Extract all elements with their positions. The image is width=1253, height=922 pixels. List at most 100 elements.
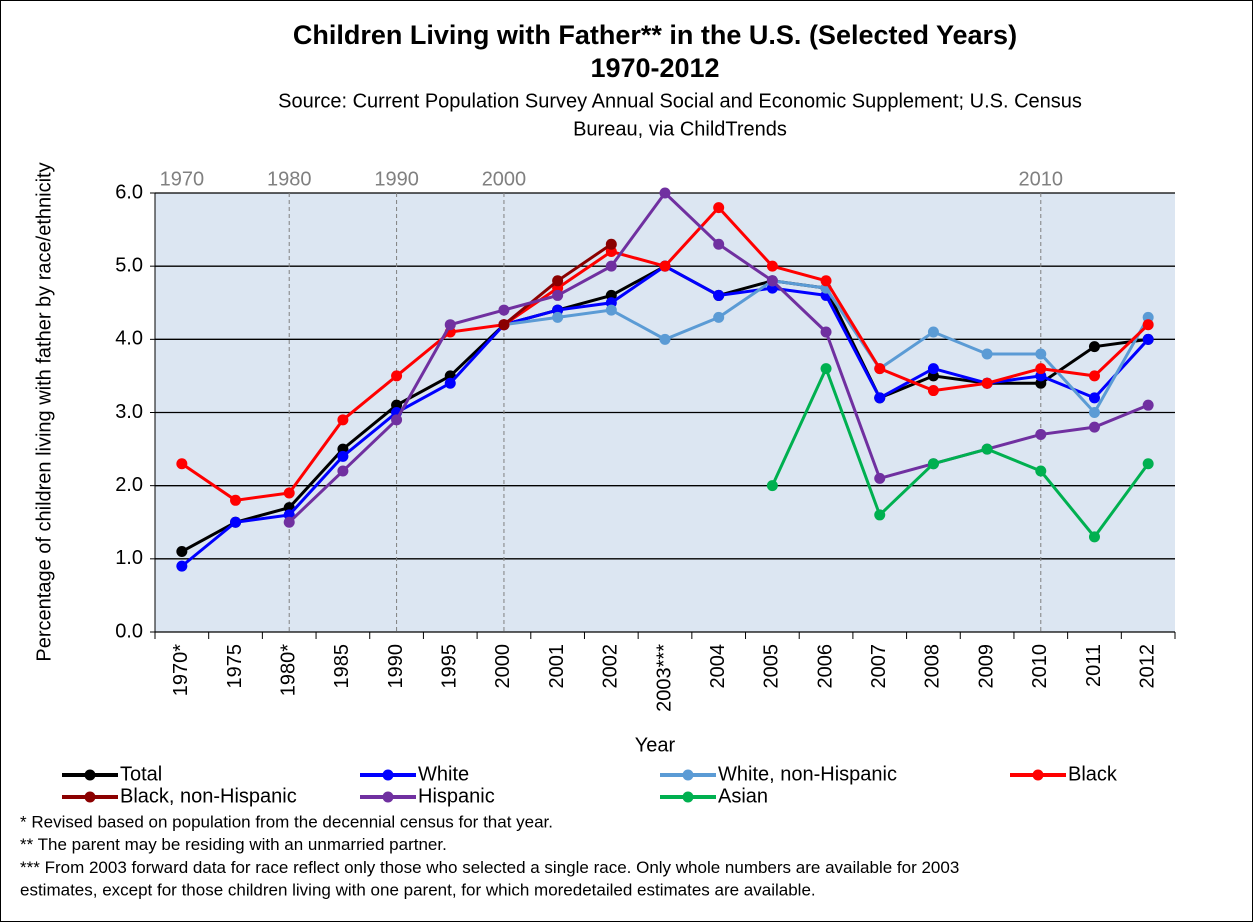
- data-point: [337, 414, 349, 426]
- data-point: [391, 414, 403, 426]
- data-point: [766, 275, 778, 287]
- data-point: [1088, 407, 1100, 418]
- legend-marker: [84, 791, 96, 803]
- data-point: [820, 326, 832, 338]
- chart-title: Children Living with Father** in the U.S…: [293, 20, 1017, 50]
- data-point: [230, 516, 242, 528]
- x-tick-label: 2011: [1083, 644, 1105, 687]
- data-point: [605, 260, 617, 272]
- legend-label: Asian: [718, 785, 768, 807]
- data-point: [337, 450, 349, 462]
- subtitle: Bureau, via ChildTrends: [573, 118, 787, 140]
- x-tick-label: 1970*: [170, 644, 192, 696]
- data-point: [176, 560, 188, 572]
- data-point: [444, 377, 456, 389]
- data-point: [927, 458, 939, 470]
- data-point: [391, 370, 403, 382]
- legend-label: Black, non-Hispanic: [120, 785, 297, 807]
- data-point: [498, 319, 510, 331]
- footnote: ** The parent may be residing with an un…: [20, 835, 447, 854]
- data-point: [1088, 421, 1100, 433]
- x-tick-label: 2009: [975, 644, 997, 689]
- chart-title: 1970-2012: [590, 53, 719, 83]
- data-point: [1035, 348, 1047, 360]
- data-point: [927, 385, 939, 397]
- data-point: [283, 487, 295, 499]
- data-point: [283, 516, 295, 528]
- x-tick-label: 1980*: [277, 644, 299, 696]
- data-point: [927, 363, 939, 375]
- x-tick-label: 1990: [385, 644, 407, 689]
- x-tick-label: 2002: [600, 644, 622, 689]
- x-tick-label: 2005: [761, 644, 783, 689]
- decade-label: 2010: [1019, 168, 1064, 190]
- data-point: [498, 304, 510, 316]
- data-point: [766, 480, 778, 492]
- x-axis-label: Year: [635, 734, 676, 756]
- data-point: [874, 392, 886, 404]
- x-tick-label: 2006: [814, 644, 836, 689]
- data-point: [1088, 531, 1100, 543]
- data-point: [713, 238, 725, 250]
- x-tick-label: 2007: [868, 644, 890, 689]
- y-tick-label: 4.0: [115, 328, 143, 350]
- data-point: [713, 311, 725, 323]
- data-point: [1142, 333, 1154, 345]
- decade-label: 1990: [374, 168, 419, 190]
- decade-label: 1970: [160, 168, 205, 190]
- data-point: [659, 187, 671, 199]
- data-point: [713, 289, 725, 301]
- y-tick-label: 6.0: [115, 181, 143, 203]
- data-point: [552, 289, 564, 301]
- data-point: [874, 509, 886, 521]
- data-point: [981, 443, 993, 455]
- y-axis-label: Percentage of children living with fathe…: [33, 162, 55, 661]
- data-point: [1088, 392, 1100, 404]
- data-point: [337, 465, 349, 477]
- data-point: [605, 304, 617, 316]
- decade-label: 1980: [267, 168, 312, 190]
- legend-label: Total: [120, 763, 162, 785]
- x-tick-label: 2010: [1029, 644, 1051, 689]
- data-point: [1142, 319, 1154, 331]
- data-point: [766, 260, 778, 272]
- legend-marker: [682, 791, 694, 803]
- x-tick-label: 2008: [922, 644, 944, 689]
- legend-marker: [382, 791, 394, 803]
- y-tick-label: 3.0: [115, 401, 143, 423]
- data-point: [176, 458, 188, 470]
- series-line: [771, 364, 1150, 540]
- legend-label: White, non-Hispanic: [718, 763, 897, 785]
- data-point: [1142, 399, 1154, 411]
- decade-label: 2000: [482, 168, 527, 190]
- x-tick-label: 1975: [224, 644, 246, 689]
- legend-marker: [84, 769, 96, 781]
- x-tick-label: 1995: [439, 644, 461, 689]
- data-point: [659, 333, 671, 345]
- legend-marker: [682, 769, 694, 781]
- legend-marker: [382, 769, 394, 781]
- footnote: estimates, except for those children liv…: [20, 881, 816, 900]
- data-point: [1088, 341, 1100, 353]
- x-tick-label: 2001: [546, 644, 568, 689]
- legend-label: White: [418, 763, 469, 785]
- data-point: [713, 202, 725, 214]
- x-tick-label: 2003***: [653, 644, 675, 712]
- data-point: [230, 494, 242, 506]
- x-tick-label: 2004: [707, 644, 729, 689]
- y-tick-label: 0.0: [115, 620, 143, 642]
- data-point: [605, 238, 617, 250]
- subtitle: Source: Current Population Survey Annual…: [278, 90, 1082, 112]
- y-tick-label: 5.0: [115, 254, 143, 276]
- y-tick-label: 2.0: [115, 474, 143, 496]
- data-point: [1035, 465, 1047, 477]
- x-tick-label: 2012: [1136, 644, 1158, 689]
- data-point: [444, 319, 456, 331]
- x-tick-label: 1985: [331, 644, 353, 689]
- y-tick-label: 1.0: [115, 547, 143, 569]
- x-tick-label: 2000: [492, 644, 514, 689]
- data-point: [1035, 428, 1047, 440]
- data-point: [820, 275, 832, 287]
- data-point: [927, 326, 939, 338]
